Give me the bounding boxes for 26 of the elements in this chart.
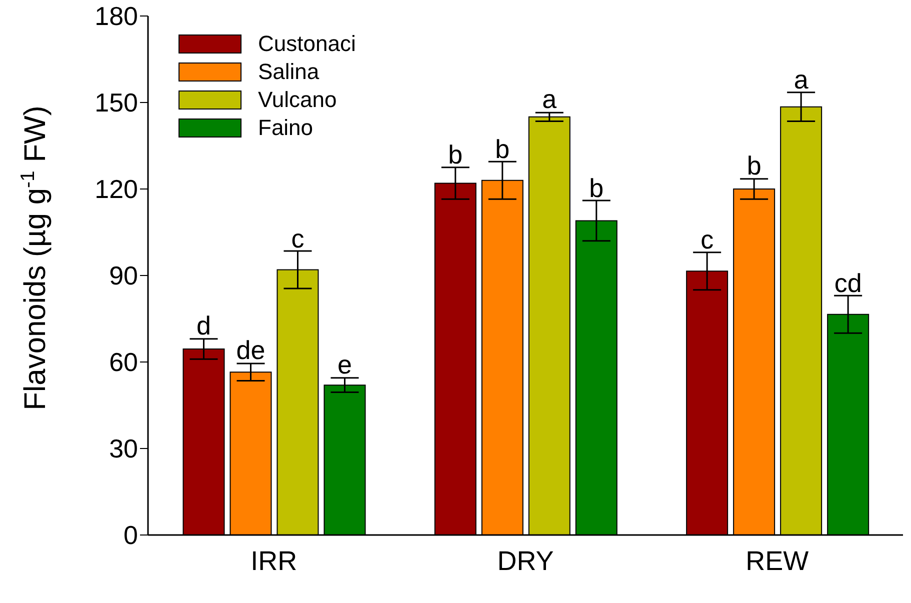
data-label: a bbox=[794, 64, 809, 94]
data-label: de bbox=[236, 335, 266, 366]
y-tick-label: 120 bbox=[94, 174, 138, 204]
legend-label: Vulcano bbox=[258, 87, 337, 112]
data-label: cd bbox=[834, 268, 862, 298]
x-tick-label: IRR bbox=[250, 546, 298, 576]
legend-label: Custonaci bbox=[258, 31, 356, 56]
data-label: e bbox=[338, 349, 352, 380]
data-label: d bbox=[196, 310, 211, 341]
legend-label: Salina bbox=[258, 59, 320, 84]
y-tick-label: 0 bbox=[124, 520, 138, 550]
legend-label: Faino bbox=[258, 115, 314, 140]
data-label: b bbox=[448, 139, 463, 170]
data-label: c bbox=[291, 223, 304, 254]
y-tick-label: 150 bbox=[94, 88, 138, 118]
data-label: c bbox=[700, 224, 714, 255]
x-tick-label: REW bbox=[746, 546, 810, 576]
data-label: b bbox=[589, 172, 604, 203]
data-label: b bbox=[746, 150, 762, 181]
data-label: b bbox=[495, 134, 510, 164]
y-tick-label: 60 bbox=[109, 347, 138, 378]
x-tick-label: DRY bbox=[497, 546, 554, 576]
y-tick-label: 30 bbox=[109, 434, 138, 464]
y-tick-label: 90 bbox=[109, 260, 138, 291]
data-label: a bbox=[542, 84, 558, 114]
y-tick-label: 180 bbox=[94, 1, 138, 32]
